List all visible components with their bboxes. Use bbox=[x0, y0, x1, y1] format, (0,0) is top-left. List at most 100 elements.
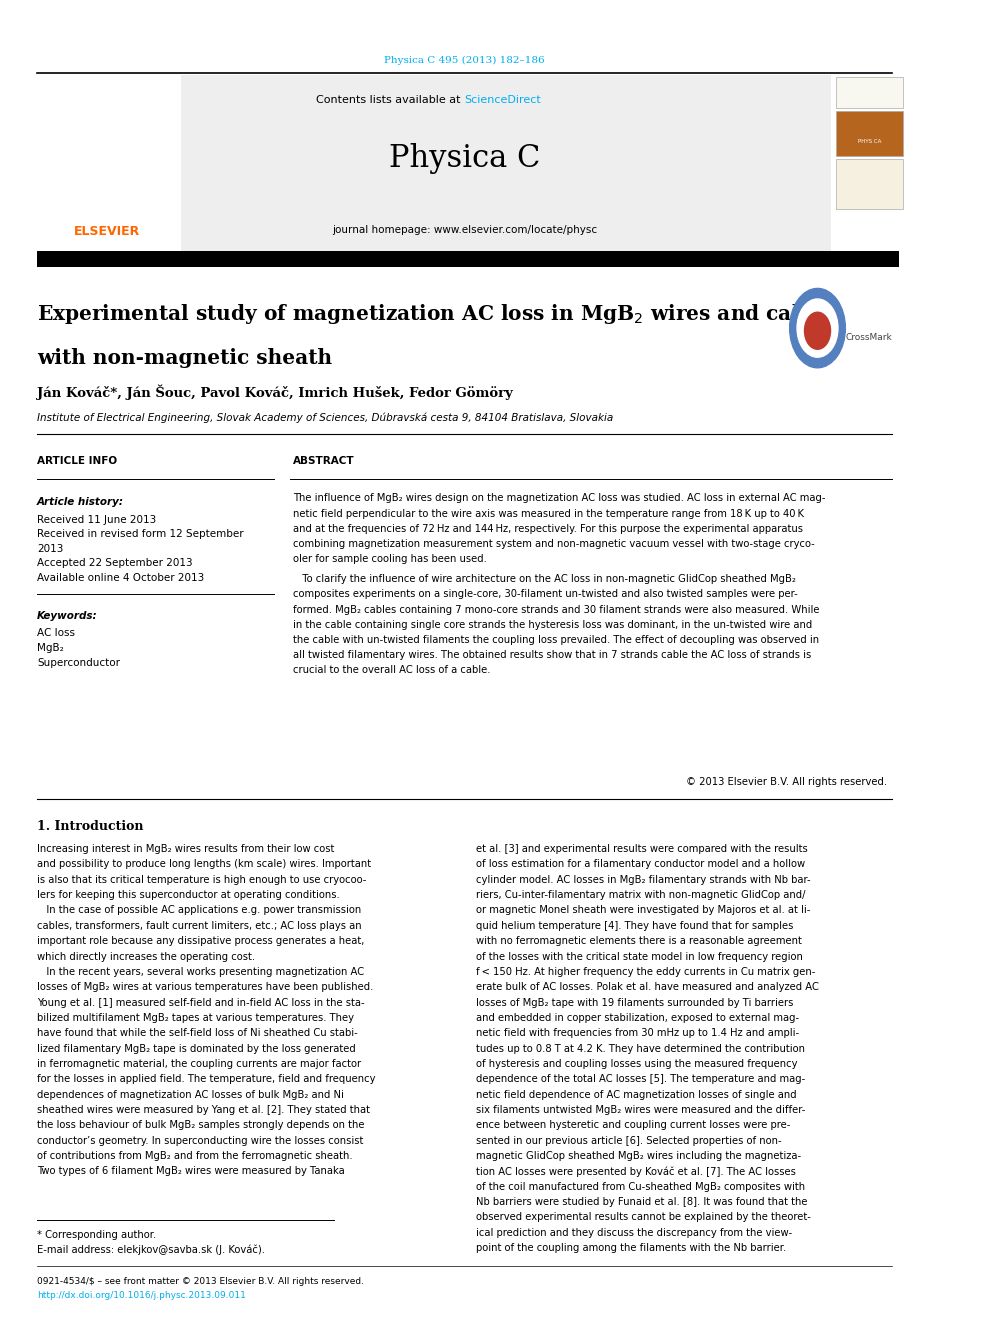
Text: et al. [3] and experimental results were compared with the results: et al. [3] and experimental results were… bbox=[475, 844, 807, 855]
Text: crucial to the overall AC loss of a cable.: crucial to the overall AC loss of a cabl… bbox=[293, 665, 490, 676]
Text: http://dx.doi.org/10.1016/j.physc.2013.09.011: http://dx.doi.org/10.1016/j.physc.2013.0… bbox=[37, 1291, 246, 1301]
Text: tion AC losses were presented by Kováč et al. [7]. The AC losses: tion AC losses were presented by Kováč e… bbox=[475, 1167, 796, 1177]
Text: and embedded in copper stabilization, exposed to external mag-: and embedded in copper stabilization, ex… bbox=[475, 1013, 799, 1023]
Text: 1. Introduction: 1. Introduction bbox=[37, 820, 144, 833]
Circle shape bbox=[798, 299, 838, 357]
Text: observed experimental results cannot be explained by the theoret-: observed experimental results cannot be … bbox=[475, 1212, 810, 1222]
FancyBboxPatch shape bbox=[836, 159, 903, 209]
Text: ARTICLE INFO: ARTICLE INFO bbox=[37, 456, 117, 467]
Text: The influence of MgB₂ wires design on the magnetization AC loss was studied. AC : The influence of MgB₂ wires design on th… bbox=[293, 493, 825, 504]
Text: lized filamentary MgB₂ tape is dominated by the loss generated: lized filamentary MgB₂ tape is dominated… bbox=[37, 1044, 356, 1053]
Text: with no ferromagnetic elements there is a reasonable agreement: with no ferromagnetic elements there is … bbox=[475, 937, 802, 946]
Text: AC loss: AC loss bbox=[37, 628, 75, 639]
Text: all twisted filamentary wires. The obtained results show that in 7 strands cable: all twisted filamentary wires. The obtai… bbox=[293, 650, 810, 660]
Text: for the losses in applied field. The temperature, field and frequency: for the losses in applied field. The tem… bbox=[37, 1074, 376, 1085]
Text: cables, transformers, fault current limiters, etc.; AC loss plays an: cables, transformers, fault current limi… bbox=[37, 921, 362, 931]
Text: bilized multifilament MgB₂ tapes at various temperatures. They: bilized multifilament MgB₂ tapes at vari… bbox=[37, 1013, 354, 1023]
Text: sented in our previous article [6]. Selected properties of non-: sented in our previous article [6]. Sele… bbox=[475, 1135, 782, 1146]
Text: journal homepage: www.elsevier.com/locate/physc: journal homepage: www.elsevier.com/locat… bbox=[332, 225, 597, 235]
Text: Accepted 22 September 2013: Accepted 22 September 2013 bbox=[37, 558, 192, 569]
Text: f < 150 Hz. At higher frequency the eddy currents in Cu matrix gen-: f < 150 Hz. At higher frequency the eddy… bbox=[475, 967, 815, 976]
Text: of contributions from MgB₂ and from the ferromagnetic sheath.: of contributions from MgB₂ and from the … bbox=[37, 1151, 353, 1162]
Text: with non-magnetic sheath: with non-magnetic sheath bbox=[37, 348, 332, 368]
FancyBboxPatch shape bbox=[37, 75, 182, 258]
Text: quid helium temperature [4]. They have found that for samples: quid helium temperature [4]. They have f… bbox=[475, 921, 793, 931]
Text: tudes up to 0.8 T at 4.2 K. They have determined the contribution: tudes up to 0.8 T at 4.2 K. They have de… bbox=[475, 1044, 805, 1053]
Text: Increasing interest in MgB₂ wires results from their low cost: Increasing interest in MgB₂ wires result… bbox=[37, 844, 334, 855]
Text: Two types of 6 filament MgB₂ wires were measured by Tanaka: Two types of 6 filament MgB₂ wires were … bbox=[37, 1167, 345, 1176]
Text: CrossMark: CrossMark bbox=[845, 333, 892, 341]
Text: have found that while the self-field loss of Ni sheathed Cu stabi-: have found that while the self-field los… bbox=[37, 1028, 358, 1039]
Text: of the coil manufactured from Cu-sheathed MgB₂ composites with: of the coil manufactured from Cu-sheathe… bbox=[475, 1181, 805, 1192]
FancyBboxPatch shape bbox=[836, 111, 903, 156]
Text: or magnetic Monel sheath were investigated by Majoros et al. at li-: or magnetic Monel sheath were investigat… bbox=[475, 905, 810, 916]
Text: Young et al. [1] measured self-field and in-field AC loss in the sta-: Young et al. [1] measured self-field and… bbox=[37, 998, 365, 1008]
Text: which directly increases the operating cost.: which directly increases the operating c… bbox=[37, 951, 255, 962]
Text: conductor’s geometry. In superconducting wire the losses consist: conductor’s geometry. In superconducting… bbox=[37, 1135, 363, 1146]
Text: dependences of magnetization AC losses of bulk MgB₂ and Ni: dependences of magnetization AC losses o… bbox=[37, 1090, 344, 1099]
Text: losses of MgB₂ wires at various temperatures have been published.: losses of MgB₂ wires at various temperat… bbox=[37, 982, 374, 992]
Text: In the case of possible AC applications e.g. power transmission: In the case of possible AC applications … bbox=[37, 905, 361, 916]
Text: MgB₂: MgB₂ bbox=[37, 643, 63, 654]
Text: six filaments untwisted MgB₂ wires were measured and the differ-: six filaments untwisted MgB₂ wires were … bbox=[475, 1105, 806, 1115]
Text: E-mail address: elekjkov@savba.sk (J. Kováč).: E-mail address: elekjkov@savba.sk (J. Ko… bbox=[37, 1245, 265, 1256]
Text: Experimental study of magnetization AC loss in MgB$_2$ wires and cables: Experimental study of magnetization AC l… bbox=[37, 302, 838, 325]
Text: losses of MgB₂ tape with 19 filaments surrounded by Ti barriers: losses of MgB₂ tape with 19 filaments su… bbox=[475, 998, 793, 1008]
Text: © 2013 Elsevier B.V. All rights reserved.: © 2013 Elsevier B.V. All rights reserved… bbox=[686, 777, 887, 787]
Text: ical prediction and they discuss the discrepancy from the view-: ical prediction and they discuss the dis… bbox=[475, 1228, 792, 1238]
Text: cylinder model. AC losses in MgB₂ filamentary strands with Nb bar-: cylinder model. AC losses in MgB₂ filame… bbox=[475, 875, 810, 885]
FancyBboxPatch shape bbox=[37, 75, 831, 258]
Text: ABSTRACT: ABSTRACT bbox=[293, 456, 354, 467]
Text: ence between hysteretic and coupling current losses were pre-: ence between hysteretic and coupling cur… bbox=[475, 1121, 790, 1130]
Text: erate bulk of AC losses. Polak et al. have measured and analyzed AC: erate bulk of AC losses. Polak et al. ha… bbox=[475, 982, 818, 992]
Text: the cable with un-twisted filaments the coupling loss prevailed. The effect of d: the cable with un-twisted filaments the … bbox=[293, 635, 818, 646]
Text: To clarify the influence of wire architecture on the AC loss in non-magnetic Gli: To clarify the influence of wire archite… bbox=[293, 574, 796, 585]
Text: netic field perpendicular to the wire axis was measured in the temperature range: netic field perpendicular to the wire ax… bbox=[293, 509, 804, 519]
Text: formed. MgB₂ cables containing 7 mono-core strands and 30 filament strands were : formed. MgB₂ cables containing 7 mono-co… bbox=[293, 605, 819, 615]
Text: ELSEVIER: ELSEVIER bbox=[73, 225, 140, 238]
Text: of loss estimation for a filamentary conductor model and a hollow: of loss estimation for a filamentary con… bbox=[475, 860, 805, 869]
Text: PHYS CA: PHYS CA bbox=[858, 139, 881, 144]
Text: riers, Cu-inter-filamentary matrix with non-magnetic GlidCop and/: riers, Cu-inter-filamentary matrix with … bbox=[475, 890, 806, 900]
Text: 2013: 2013 bbox=[37, 544, 63, 554]
Text: point of the coupling among the filaments with the Nb barrier.: point of the coupling among the filament… bbox=[475, 1244, 786, 1253]
Text: combining magnetization measurement system and non-magnetic vacuum vessel with t: combining magnetization measurement syst… bbox=[293, 540, 814, 549]
Text: * Corresponding author.: * Corresponding author. bbox=[37, 1230, 157, 1241]
Text: In the recent years, several works presenting magnetization AC: In the recent years, several works prese… bbox=[37, 967, 364, 976]
Text: Physica C 495 (2013) 182–186: Physica C 495 (2013) 182–186 bbox=[384, 56, 545, 65]
Text: 0921-4534/$ – see front matter © 2013 Elsevier B.V. All rights reserved.: 0921-4534/$ – see front matter © 2013 El… bbox=[37, 1277, 364, 1286]
Text: and at the frequencies of 72 Hz and 144 Hz, respectively. For this purpose the e: and at the frequencies of 72 Hz and 144 … bbox=[293, 524, 803, 534]
Circle shape bbox=[790, 288, 845, 368]
Text: Ján Kováč*, Ján Šouc, Pavol Kováč, Imrich Hušek, Fedor Gömöry: Ján Kováč*, Ján Šouc, Pavol Kováč, Imric… bbox=[37, 385, 513, 401]
Text: Contents lists available at: Contents lists available at bbox=[316, 95, 464, 106]
Text: important role because any dissipative process generates a heat,: important role because any dissipative p… bbox=[37, 937, 364, 946]
Text: in ferromagnetic material, the coupling currents are major factor: in ferromagnetic material, the coupling … bbox=[37, 1058, 361, 1069]
Text: netic field with frequencies from 30 mHz up to 1.4 Hz and ampli-: netic field with frequencies from 30 mHz… bbox=[475, 1028, 799, 1039]
Text: ScienceDirect: ScienceDirect bbox=[464, 95, 542, 106]
Text: the loss behaviour of bulk MgB₂ samples strongly depends on the: the loss behaviour of bulk MgB₂ samples … bbox=[37, 1121, 365, 1130]
Text: lers for keeping this superconductor at operating conditions.: lers for keeping this superconductor at … bbox=[37, 890, 340, 900]
Circle shape bbox=[805, 312, 830, 349]
Text: sheathed wires were measured by Yang et al. [2]. They stated that: sheathed wires were measured by Yang et … bbox=[37, 1105, 370, 1115]
Text: Superconductor: Superconductor bbox=[37, 658, 120, 668]
Text: netic field dependence of AC magnetization losses of single and: netic field dependence of AC magnetizati… bbox=[475, 1090, 797, 1099]
Text: is also that its critical temperature is high enough to use cryocoo-: is also that its critical temperature is… bbox=[37, 875, 366, 885]
Text: dependence of the total AC losses [5]. The temperature and mag-: dependence of the total AC losses [5]. T… bbox=[475, 1074, 805, 1085]
Text: Institute of Electrical Engineering, Slovak Academy of Sciences, Dúbravská cesta: Institute of Electrical Engineering, Slo… bbox=[37, 413, 613, 423]
Text: and possibility to produce long lengths (km scale) wires. Important: and possibility to produce long lengths … bbox=[37, 860, 371, 869]
Text: composites experiments on a single-core, 30-filament un-twisted and also twisted: composites experiments on a single-core,… bbox=[293, 590, 798, 599]
Text: Nb barriers were studied by Funaid et al. [8]. It was found that the: Nb barriers were studied by Funaid et al… bbox=[475, 1197, 807, 1207]
Text: oler for sample cooling has been used.: oler for sample cooling has been used. bbox=[293, 554, 486, 565]
Text: Received in revised form 12 September: Received in revised form 12 September bbox=[37, 529, 244, 540]
Text: in the cable containing single core strands the hysteresis loss was dominant, in: in the cable containing single core stra… bbox=[293, 619, 811, 630]
Text: Available online 4 October 2013: Available online 4 October 2013 bbox=[37, 573, 204, 583]
Text: Article history:: Article history: bbox=[37, 497, 124, 508]
FancyBboxPatch shape bbox=[37, 251, 900, 267]
Text: of hysteresis and coupling losses using the measured frequency: of hysteresis and coupling losses using … bbox=[475, 1058, 798, 1069]
Text: of the losses with the critical state model in low frequency region: of the losses with the critical state mo… bbox=[475, 951, 803, 962]
Text: Received 11 June 2013: Received 11 June 2013 bbox=[37, 515, 157, 525]
Text: Keywords:: Keywords: bbox=[37, 611, 98, 622]
FancyBboxPatch shape bbox=[836, 77, 903, 108]
Text: magnetic GlidCop sheathed MgB₂ wires including the magnetiza-: magnetic GlidCop sheathed MgB₂ wires inc… bbox=[475, 1151, 801, 1162]
Text: Physica C: Physica C bbox=[389, 143, 541, 173]
